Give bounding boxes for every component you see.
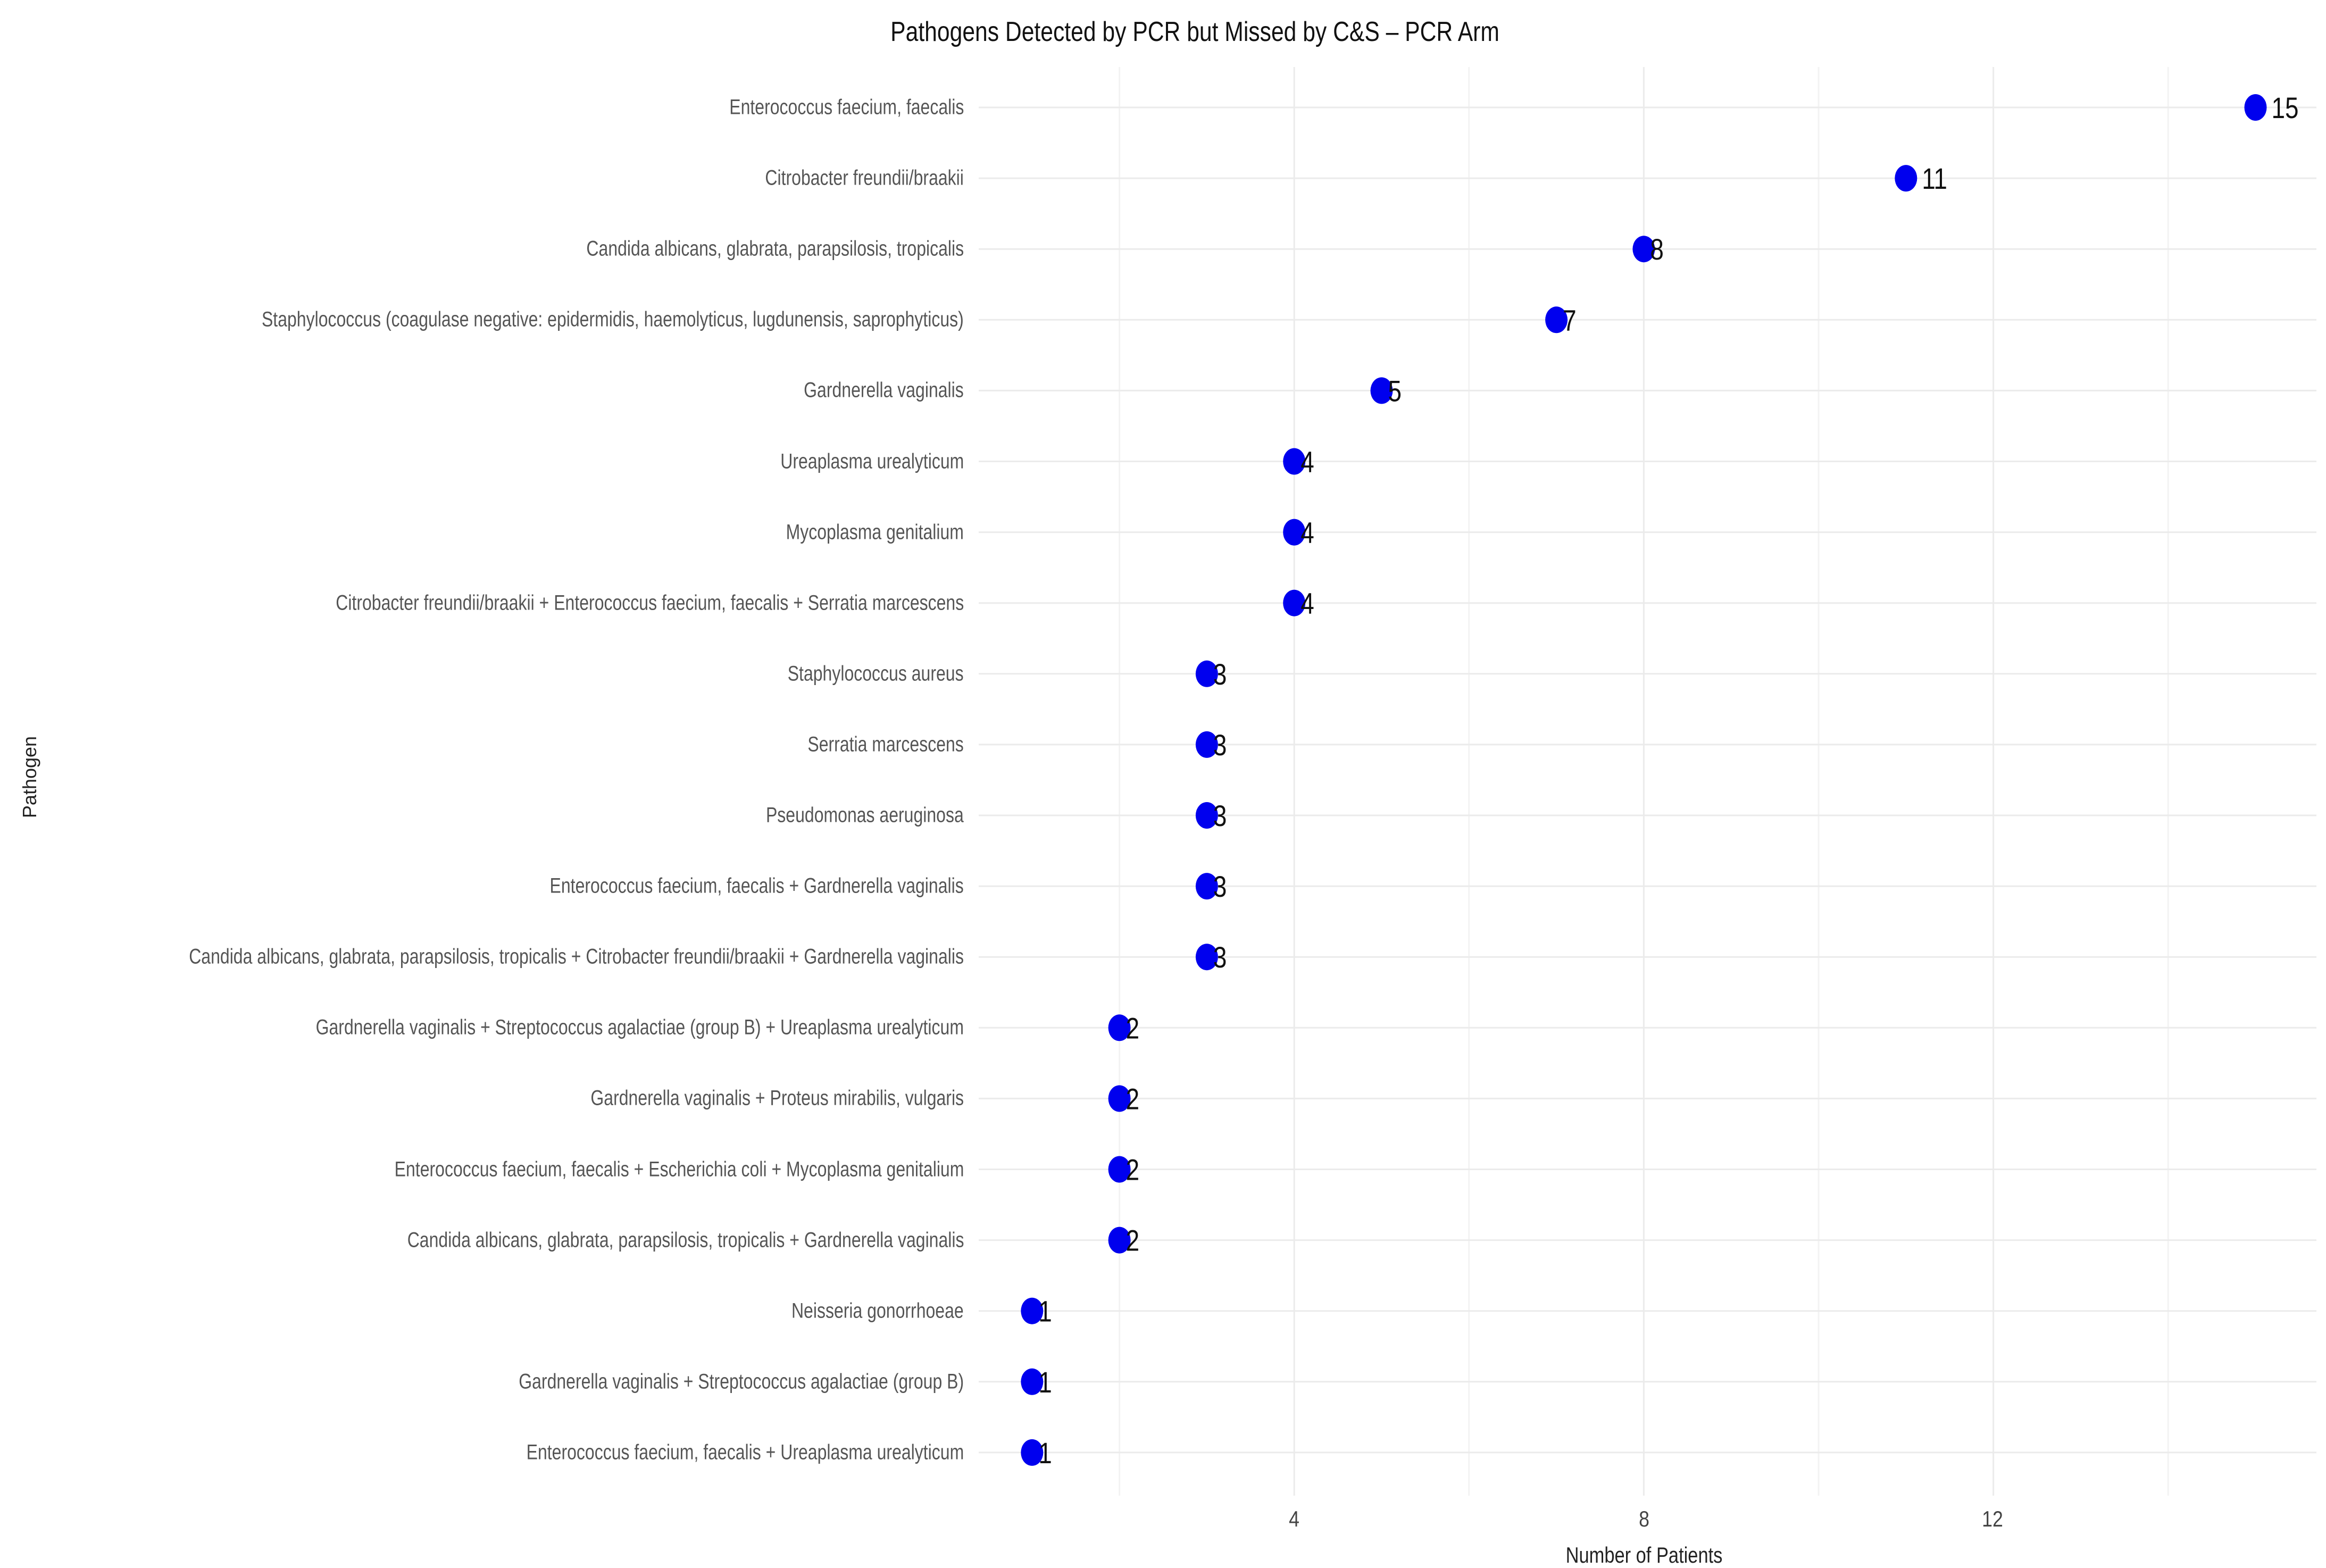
- data-point: [1021, 1368, 1044, 1395]
- x-tick-12: 12: [1982, 1506, 2003, 1531]
- data-point: [1195, 660, 1218, 687]
- data-point: [1195, 944, 1218, 971]
- data-value-label: 3: [1213, 729, 1227, 762]
- y-axis-title: Pathogen: [19, 736, 40, 819]
- data-value-label: 1: [1038, 1437, 1052, 1470]
- data-point: [1370, 377, 1393, 404]
- data-point: [1108, 1014, 1131, 1041]
- data-value-label: 4: [1300, 445, 1314, 478]
- data-point: [1283, 448, 1306, 475]
- y-category-label: Serratia marcescens: [807, 732, 964, 756]
- data-point: [1195, 731, 1218, 758]
- data-value-label: 8: [1650, 233, 1664, 266]
- data-value-label: 4: [1300, 587, 1314, 620]
- x-tick-4: 4: [1289, 1506, 1299, 1531]
- y-category-label: Candida albicans, glabrata, parapsilosis…: [407, 1228, 964, 1252]
- y-category-label: Staphylococcus (coagulase negative: epid…: [262, 307, 964, 331]
- data-value-label: 2: [1126, 1153, 1140, 1186]
- data-point: [2244, 94, 2267, 121]
- data-point: [1283, 519, 1306, 546]
- y-category-label: Gardnerella vaginalis + Streptococcus ag…: [519, 1370, 964, 1394]
- data-value-label: 2: [1126, 1012, 1140, 1045]
- gridlines: [979, 67, 2316, 1496]
- data-point: [1108, 1156, 1131, 1183]
- data-value-label: 1: [1038, 1365, 1052, 1398]
- data-point: [1021, 1439, 1044, 1466]
- y-category-label: Enterococcus faecium, faecalis: [729, 95, 964, 119]
- data-point: [1895, 165, 1918, 192]
- data-value-label: 2: [1126, 1224, 1140, 1257]
- y-category-label: Enterococcus faecium, faecalis + Gardner…: [549, 874, 964, 898]
- data-value-label: 3: [1213, 657, 1227, 690]
- y-category-label: Gardnerella vaginalis + Proteus mirabili…: [590, 1086, 964, 1110]
- data-value-label: 4: [1300, 516, 1314, 549]
- data-value-label: 11: [1922, 162, 1947, 195]
- chart-title: Pathogens Detected by PCR but Missed by …: [890, 16, 1499, 47]
- data-point: [1195, 802, 1218, 829]
- y-category-label: Gardnerella vaginalis: [804, 378, 964, 402]
- data-value-label: 3: [1213, 870, 1227, 903]
- data-point: [1632, 236, 1655, 263]
- data-value-label: 3: [1213, 941, 1227, 974]
- y-category-label: Citrobacter freundii/braakii: [765, 166, 964, 190]
- data-point: [1108, 1085, 1131, 1112]
- data-point: [1108, 1227, 1131, 1254]
- data-point: [1283, 589, 1306, 616]
- y-category-label: Neisseria gonorrhoeae: [791, 1299, 964, 1323]
- y-category-label: Candida albicans, glabrata, parapsilosis…: [189, 945, 964, 969]
- data-point: [1545, 306, 1568, 333]
- y-category-label: Ureaplasma urealyticum: [780, 449, 964, 473]
- y-category-label: Pseudomonas aeruginosa: [766, 803, 964, 827]
- data-value-label: 3: [1213, 799, 1227, 832]
- data-point: [1021, 1297, 1044, 1324]
- data-value-label: 15: [2272, 91, 2299, 124]
- y-category-label: Enterococcus faecium, faecalis + Escheri…: [394, 1157, 964, 1181]
- y-category-label: Citrobacter freundii/braakii + Enterococ…: [336, 591, 964, 615]
- x-tick-8: 8: [1639, 1506, 1649, 1531]
- data-value-label: 7: [1563, 304, 1577, 337]
- y-category-label: Candida albicans, glabrata, parapsilosis…: [586, 237, 964, 261]
- data-value-label: 2: [1126, 1082, 1140, 1115]
- y-category-label: Mycoplasma genitalium: [786, 520, 964, 544]
- data-value-label: 1: [1038, 1295, 1052, 1328]
- x-axis-title: Number of Patients: [1565, 1542, 1723, 1567]
- data-value-label: 5: [1388, 374, 1402, 407]
- data-point: [1195, 873, 1218, 900]
- y-category-label: Staphylococcus aureus: [788, 662, 964, 686]
- y-category-label: Enterococcus faecium, faecalis + Ureapla…: [526, 1440, 964, 1464]
- y-category-label: Gardnerella vaginalis + Streptococcus ag…: [315, 1015, 964, 1039]
